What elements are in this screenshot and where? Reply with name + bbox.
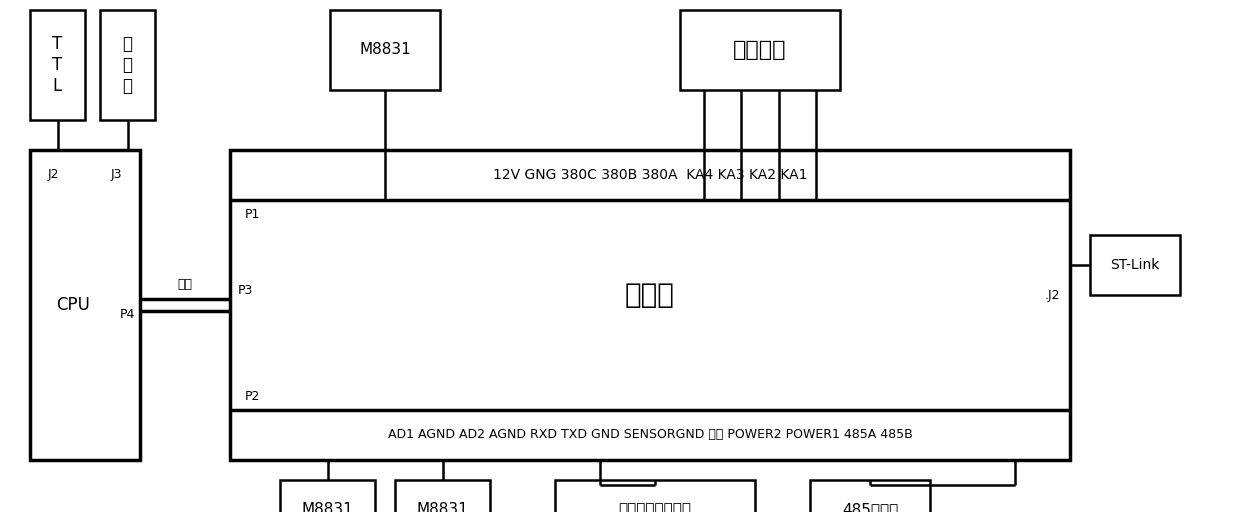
Text: ST-Link: ST-Link bbox=[1110, 258, 1159, 272]
Bar bbox=[280, 480, 374, 512]
Bar bbox=[556, 480, 755, 512]
Text: 485调试器: 485调试器 bbox=[842, 502, 898, 512]
Text: CPU: CPU bbox=[56, 296, 91, 314]
Text: P2: P2 bbox=[246, 390, 260, 402]
Bar bbox=[30, 150, 140, 460]
Text: P3: P3 bbox=[238, 284, 253, 297]
Bar bbox=[396, 480, 490, 512]
Text: 万用表测输出电压: 万用表测输出电压 bbox=[619, 502, 692, 512]
Bar bbox=[810, 480, 930, 512]
Text: .J2: .J2 bbox=[1044, 288, 1060, 302]
Text: P4: P4 bbox=[119, 309, 135, 322]
Text: 12V GNG 380C 380B 380A  KA4 KA3 KA2 KA1: 12V GNG 380C 380B 380A KA4 KA3 KA2 KA1 bbox=[492, 168, 807, 182]
Bar bbox=[330, 10, 440, 90]
Bar bbox=[100, 10, 155, 120]
Text: M8831: M8831 bbox=[417, 502, 469, 512]
Bar bbox=[680, 10, 839, 90]
Text: J3: J3 bbox=[110, 168, 122, 181]
Text: M8831: M8831 bbox=[301, 502, 353, 512]
Bar bbox=[229, 150, 1070, 460]
Bar bbox=[30, 10, 86, 120]
Text: 排线: 排线 bbox=[177, 278, 192, 291]
Text: 万用表测: 万用表测 bbox=[733, 40, 786, 60]
Bar bbox=[1090, 235, 1180, 295]
Text: AD1 AGND AD2 AGND RXD TXD GND SENSORGND 报警 POWER2 POWER1 485A 485B: AD1 AGND AD2 AGND RXD TXD GND SENSORGND … bbox=[388, 429, 913, 441]
Text: J2: J2 bbox=[48, 168, 60, 181]
Text: M8831: M8831 bbox=[360, 42, 410, 57]
Text: T
T
L: T T L bbox=[52, 35, 63, 95]
Text: 按
键
板: 按 键 板 bbox=[123, 35, 133, 95]
Text: P1: P1 bbox=[246, 207, 260, 221]
Text: 通道板: 通道板 bbox=[625, 281, 675, 309]
